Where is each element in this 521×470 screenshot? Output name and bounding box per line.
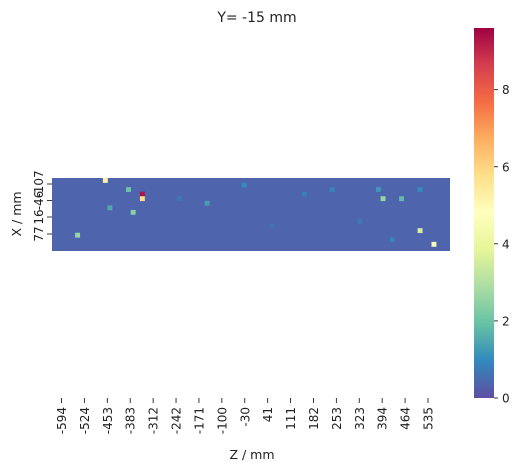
colorbar (474, 28, 494, 398)
x-axis-ticks: -594 -524 -453 -383 -312 -242 -171 -100 -30 41 111… (55, 398, 436, 434)
heatmap-cell (241, 182, 247, 188)
heatmap-cell (107, 205, 113, 211)
colorbar-tick-label: 2 (502, 314, 510, 328)
heatmap-cell (329, 187, 335, 192)
x-tick-label: -312 (147, 407, 161, 434)
x-tick-label: -524 (78, 407, 92, 434)
x-axis-label: Z / mm (229, 447, 274, 462)
colorbar-tick-label: 6 (502, 160, 510, 174)
x-tick-label: -100 (215, 407, 229, 434)
heatmap-cell (301, 191, 307, 197)
x-tick-label: 253 (330, 407, 344, 430)
x-tick-label: 182 (307, 407, 321, 430)
heatmap-cell (417, 187, 423, 192)
heatmap-cell (269, 223, 275, 229)
x-tick-label: -594 (55, 407, 69, 434)
chart-title: Y= -15 mm (216, 10, 296, 26)
y-tick-label: -107 (32, 170, 46, 197)
x-tick-label: 394 (376, 407, 390, 430)
y-tick-label: -46 (32, 191, 46, 211)
heatmap-cell (139, 191, 145, 197)
heatmap-cell (357, 219, 363, 224)
x-tick-label: -30 (238, 407, 252, 427)
x-tick-label: -171 (192, 407, 206, 434)
heatmap-cell (102, 178, 108, 183)
colorbar-tick-label: 8 (502, 83, 510, 97)
x-tick-label: 464 (399, 407, 413, 430)
heatmap-cell (380, 196, 386, 202)
heatmap-cell (176, 196, 182, 202)
x-tick-label: 535 (422, 407, 436, 430)
heatmap-cell (204, 200, 210, 206)
heatmap-cell (431, 241, 437, 247)
x-tick-label: 111 (284, 407, 298, 430)
heatmap-cell (399, 196, 405, 202)
heatmap-cell (375, 187, 381, 192)
heatmap-cell (389, 237, 395, 243)
y-tick-label: 16 (32, 209, 46, 224)
heatmap-background (52, 178, 450, 251)
x-tick-label: 323 (353, 407, 367, 430)
x-tick-label: -383 (124, 407, 138, 434)
x-tick-label: -242 (170, 407, 184, 434)
x-tick-label: 41 (261, 407, 275, 422)
y-tick-label: 77 (32, 226, 46, 241)
y-axis-label: X / mm (9, 191, 24, 236)
heatmap-cell (417, 228, 423, 234)
heatmap-plot-area (52, 178, 450, 251)
heatmap-cell (130, 209, 136, 215)
heatmap-cell (126, 187, 131, 192)
heatmap-cell (75, 232, 81, 238)
colorbar-ticks: 0 2 4 6 8 (494, 83, 510, 406)
colorbar-tick-label: 0 (502, 392, 510, 406)
colorbar-tick-label: 4 (502, 237, 510, 251)
x-tick-label: -453 (101, 407, 115, 434)
heatmap-cell (139, 196, 145, 202)
